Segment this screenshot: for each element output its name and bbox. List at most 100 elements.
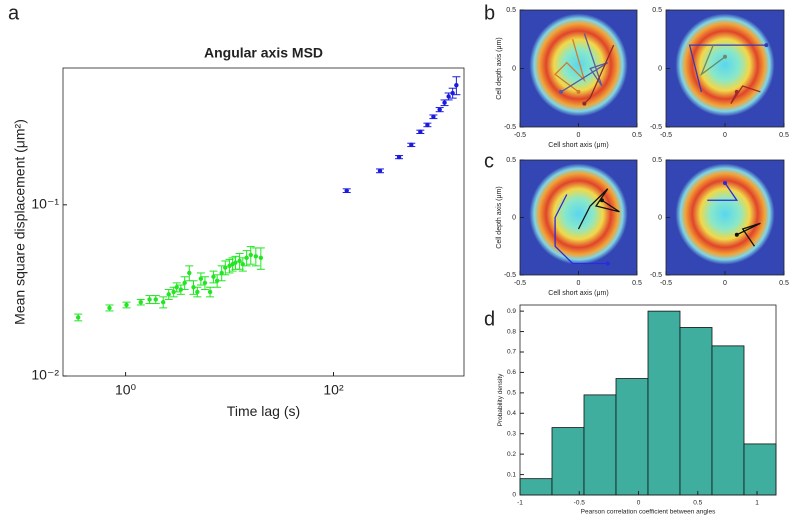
data-point: [344, 188, 349, 193]
y-tick-label: 10⁻¹: [31, 196, 59, 212]
data-point: [248, 252, 253, 258]
y-tick-label: 0.5: [652, 7, 662, 14]
y-tick-label: 10⁻²: [31, 367, 59, 383]
histogram-bar: [615, 378, 649, 496]
y-tick-label: 0.4: [507, 410, 516, 417]
y-tick-label: -0.5: [504, 124, 516, 131]
data-point: [75, 315, 81, 320]
x-tick-label: 0.5: [693, 500, 702, 507]
panel-label: b: [484, 2, 495, 24]
y-tick-label: 0: [512, 65, 516, 72]
y-tick-label: 0.6: [507, 369, 516, 376]
y-tick-label: 0.3: [507, 430, 516, 437]
panel-label: c: [484, 150, 494, 172]
trajectory-end: [734, 232, 739, 237]
x-tick-label: -1: [517, 500, 523, 507]
y-tick-label: -0.5: [650, 272, 662, 279]
y-tick-label: -0.5: [650, 124, 662, 131]
trajectory: [554, 39, 586, 93]
x-tick-label: 0: [723, 132, 727, 139]
data-point: [219, 270, 224, 276]
data-point: [418, 129, 423, 135]
trajectory-end: [558, 89, 563, 94]
y-tick-label: 0.5: [652, 157, 662, 164]
data-point: [442, 100, 447, 105]
y-tick-label: 0: [658, 65, 662, 72]
heatmap-density: [529, 13, 628, 117]
x-tick-label: 0.5: [632, 280, 642, 287]
x-tick-label: -0.5: [514, 132, 526, 139]
data-point: [166, 292, 171, 297]
x-tick-label: -0.5: [574, 500, 586, 507]
trajectory: [583, 44, 615, 105]
trajectory: [707, 182, 739, 201]
trajectory: [577, 188, 620, 230]
trajectory-end: [764, 43, 769, 48]
trajectory-end: [576, 89, 581, 94]
data-point: [160, 299, 166, 305]
x-tick-label: 0: [577, 280, 581, 287]
trajectory: [730, 85, 761, 104]
data-point: [187, 270, 192, 276]
y-tick-label: 0.9: [507, 308, 516, 315]
data-point: [207, 289, 213, 295]
y-tick-label: 0.1: [507, 471, 516, 478]
x-tick-label: 10⁰: [115, 381, 137, 397]
data-point: [258, 255, 264, 261]
y-tick-label: 0.7: [507, 349, 516, 356]
axes-frame: [519, 304, 777, 496]
x-tick-label: 0.5: [779, 280, 789, 287]
histogram-bar: [583, 394, 617, 496]
x-tick-label: 0.5: [632, 132, 642, 139]
data-point: [450, 90, 455, 96]
heatmap-density: [529, 163, 628, 265]
data-point: [138, 299, 143, 305]
histogram-bar: [679, 327, 713, 496]
data-point: [202, 280, 208, 286]
panel-label: a: [8, 2, 20, 24]
y-tick-label: 0.5: [506, 7, 516, 14]
data-point: [124, 302, 129, 308]
trajectory-end: [605, 261, 610, 266]
data-point: [244, 255, 249, 261]
data-point: [396, 154, 402, 160]
data-point: [431, 114, 436, 119]
data-point: [446, 94, 451, 99]
x-axis-label: Cell short axis (μm): [548, 142, 608, 149]
x-axis-label: Cell short axis (μm): [548, 290, 608, 297]
data-point: [147, 297, 152, 302]
trajectory-end: [723, 181, 727, 185]
y-tick-label: 0.5: [506, 157, 516, 164]
trajectory-end: [734, 89, 739, 94]
trajectory: [699, 44, 726, 77]
data-point: [153, 297, 158, 302]
trajectory: [688, 44, 767, 93]
data-point: [214, 278, 220, 283]
y-tick-label: 0.8: [507, 328, 516, 335]
data-point: [233, 260, 238, 265]
data-point: [237, 258, 242, 264]
y-tick-label: 0: [512, 214, 516, 221]
data-point: [195, 289, 200, 295]
heatmap-density: [675, 13, 775, 117]
trajectory: [736, 222, 761, 247]
y-axis-label: Cell depth axis (μm): [496, 186, 503, 248]
x-axis-label: Pearson correlation coefficient between …: [581, 509, 716, 516]
trajectory-end: [723, 54, 727, 59]
x-tick-label: 1: [755, 500, 759, 507]
data-point: [107, 305, 112, 311]
trajectory-end: [582, 101, 587, 106]
histogram-bar: [743, 443, 777, 496]
panel-label: d: [484, 308, 495, 330]
heatmap-density: [675, 163, 775, 265]
data-point: [454, 82, 459, 88]
y-axis-label: Probability density: [497, 373, 504, 426]
y-tick-label: 0: [658, 214, 662, 221]
x-tick-label: 0: [637, 500, 641, 507]
data-point: [425, 122, 430, 128]
histogram-bar: [551, 427, 585, 496]
x-tick-label: 0.5: [779, 132, 789, 139]
trajectory-end: [599, 198, 604, 203]
y-tick-label: 0.2: [507, 451, 516, 458]
